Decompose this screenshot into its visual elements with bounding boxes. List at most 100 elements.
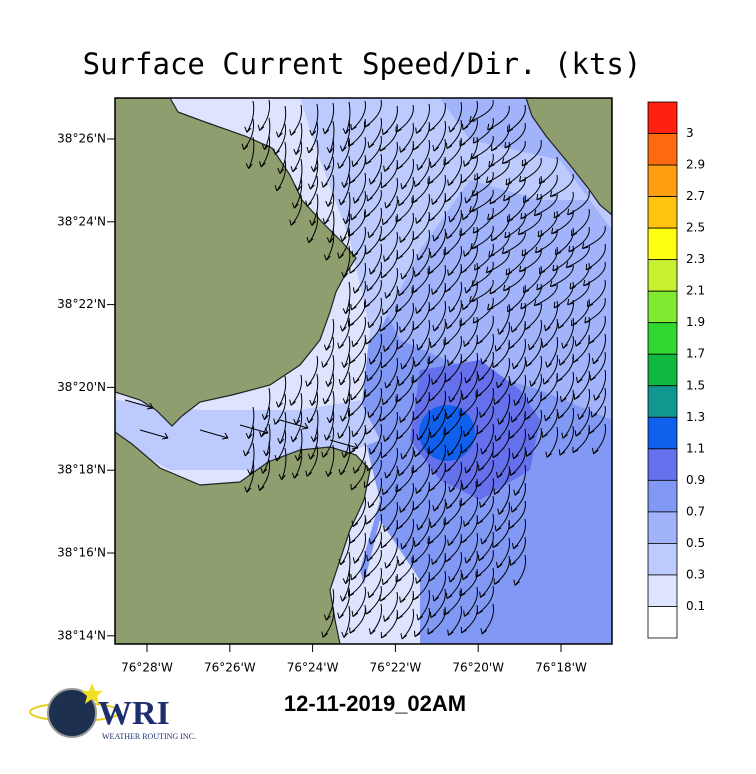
- arrow: [591, 333, 606, 365]
- arrow: [323, 408, 335, 441]
- arrow: [448, 101, 462, 133]
- arrow: [513, 464, 527, 496]
- colorbar-box: [647, 448, 678, 481]
- arrow: [463, 136, 478, 167]
- arrow: [487, 285, 510, 311]
- y-tick-label: 38°16'N: [57, 546, 106, 560]
- arrow: [527, 409, 542, 441]
- arrow: [557, 299, 574, 329]
- arrow: [199, 429, 229, 440]
- arrow: [541, 408, 558, 438]
- arrow: [260, 441, 271, 474]
- colorbar-box: [647, 259, 678, 292]
- arrow: [432, 210, 446, 242]
- arrow: [480, 333, 494, 365]
- arrow: [338, 533, 351, 566]
- arrow: [383, 591, 398, 622]
- arrow: [525, 337, 542, 367]
- arrow: [273, 393, 287, 425]
- arrow: [395, 464, 414, 493]
- arrow: [383, 231, 398, 262]
- arrow: [383, 321, 398, 352]
- arrow: [341, 335, 351, 368]
- arrow: [487, 105, 510, 131]
- arrow: [475, 369, 494, 398]
- arrow: [293, 122, 303, 155]
- colorbar-label: 3: [686, 126, 694, 140]
- arrow: [277, 141, 287, 174]
- arrow: [573, 370, 590, 400]
- arrow: [510, 302, 526, 333]
- colorbar-box: [647, 606, 678, 639]
- colorbar-label: 2.1: [686, 284, 705, 298]
- arrow: [543, 390, 558, 422]
- arrow: [326, 210, 335, 244]
- arrow: [431, 534, 446, 565]
- arrow: [443, 587, 462, 616]
- arrow: [326, 120, 335, 154]
- arrow: [381, 465, 398, 496]
- arrow: [275, 105, 287, 138]
- arrow: [416, 499, 430, 531]
- arrow: [368, 603, 382, 635]
- arrow: [541, 318, 558, 348]
- arrow: [521, 139, 542, 167]
- arrow: [493, 555, 510, 585]
- arrow: [366, 261, 382, 292]
- land: [115, 98, 357, 427]
- arrow: [575, 352, 590, 384]
- arrow: [399, 392, 414, 423]
- arrow: [350, 460, 366, 491]
- arrow: [469, 99, 494, 123]
- arrow: [479, 387, 494, 418]
- arrow: [257, 99, 271, 131]
- arrow: [351, 586, 366, 618]
- arrow: [413, 427, 430, 458]
- arrow: [565, 244, 590, 269]
- arrow: [397, 266, 414, 297]
- arrow: [400, 518, 414, 550]
- x-tick-label: 76°20'W: [452, 661, 504, 675]
- arrow: [511, 338, 526, 370]
- arrow: [352, 442, 366, 474]
- arrow: [368, 243, 382, 275]
- arrow: [507, 284, 526, 313]
- arrow: [337, 317, 351, 349]
- arrow: [461, 460, 478, 491]
- arrow: [494, 501, 510, 532]
- land: [525, 98, 612, 216]
- arrow: [337, 227, 351, 259]
- colorbar: 3 2.9 2.7 2.5 2.3 2.1 1.9 1.7 1.5 1.3 1.1 0.9 0.7 0.5…: [647, 101, 705, 639]
- arrow: [542, 354, 558, 385]
- arrow: [460, 604, 478, 634]
- arrow: [364, 459, 382, 488]
- colorbar-box: [647, 227, 678, 261]
- arrow: [273, 123, 287, 155]
- colorbar-box: [647, 543, 678, 576]
- arrow: [511, 518, 526, 550]
- land: [115, 431, 371, 644]
- arrow: [383, 501, 398, 532]
- arrow: [480, 603, 494, 635]
- arrow: [337, 137, 351, 169]
- arrow: [427, 426, 446, 455]
- arrow: [479, 567, 494, 598]
- arrow: [447, 335, 462, 366]
- arrow: [443, 407, 462, 436]
- arrow: [429, 498, 446, 529]
- x-tick-label: 76°18'W: [535, 661, 587, 675]
- arrow: [339, 569, 351, 602]
- arrow: [543, 300, 558, 332]
- arrow: [443, 317, 462, 346]
- arrow: [279, 419, 309, 430]
- arrow: [526, 373, 542, 404]
- arrow: [352, 262, 366, 294]
- arrow: [413, 517, 430, 548]
- arrow: [306, 211, 319, 244]
- arrow: [400, 428, 414, 460]
- arrow: [445, 209, 462, 240]
- arrow: [494, 321, 510, 352]
- colorbar-label: 1.1: [686, 441, 705, 455]
- arrow: [411, 445, 430, 474]
- arrow: [469, 189, 494, 213]
